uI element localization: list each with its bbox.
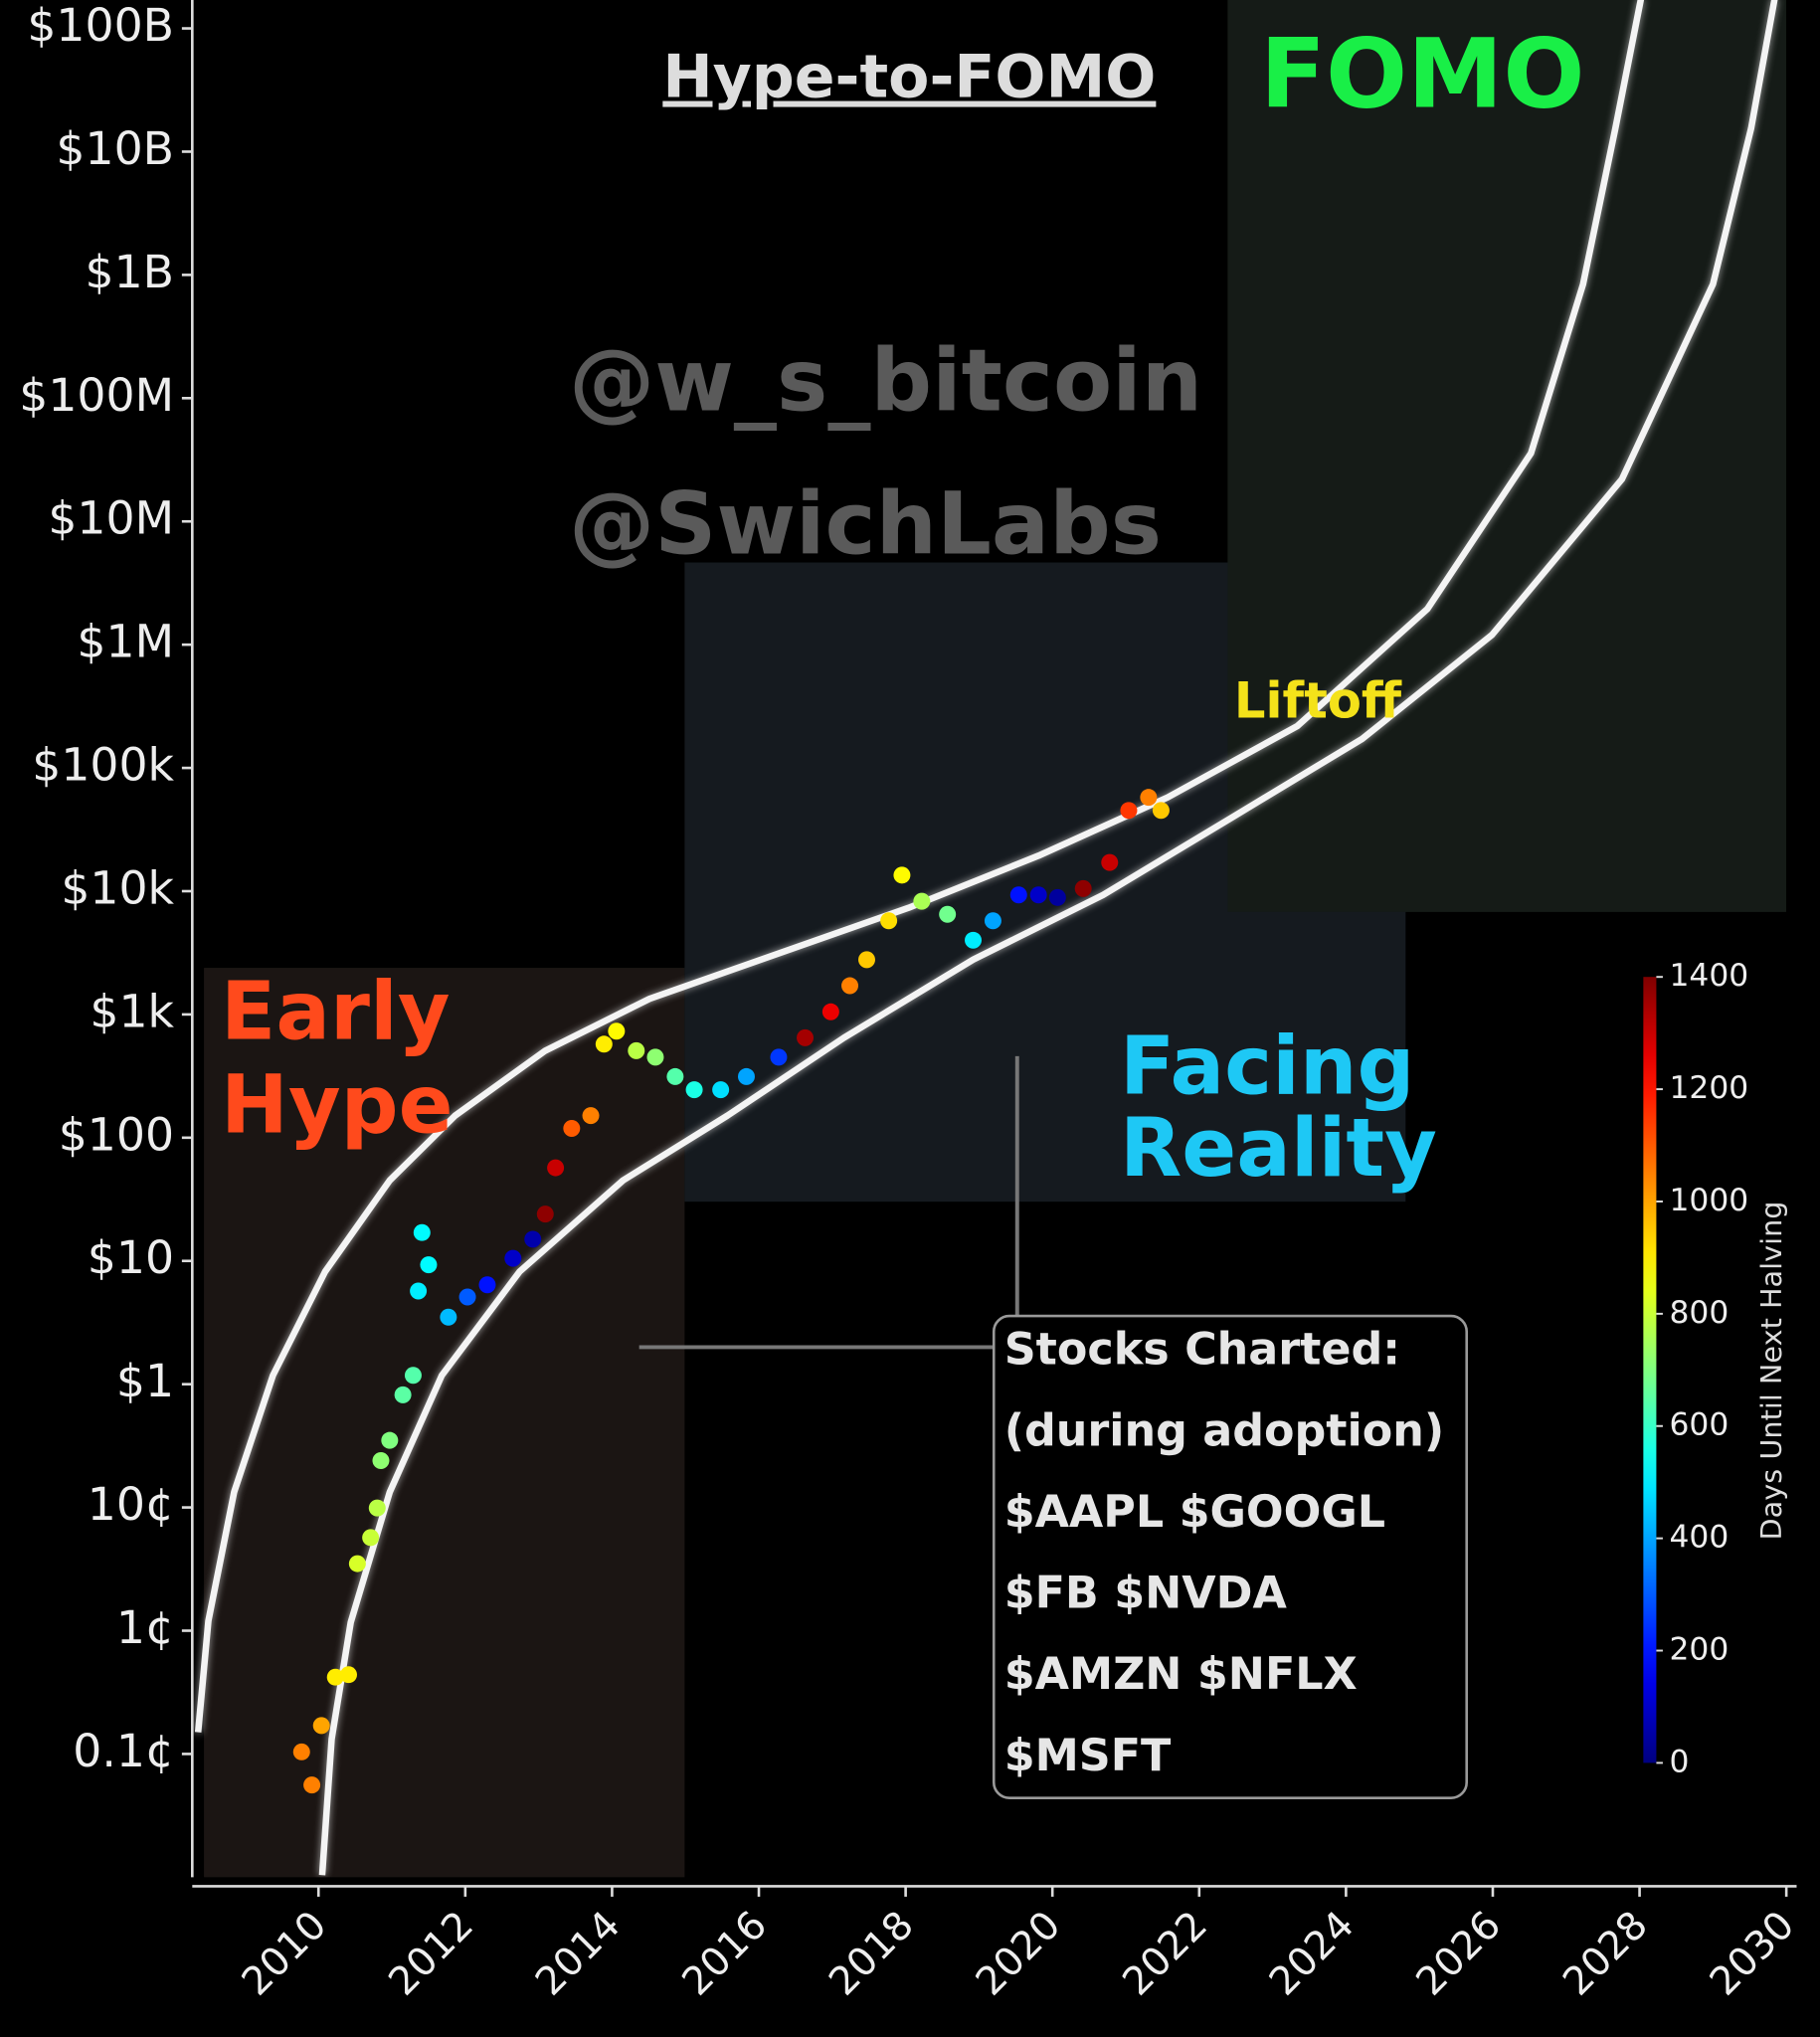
y-tick-label: 0.1¢ bbox=[73, 1725, 174, 1777]
halving-dot bbox=[340, 1666, 357, 1684]
halving-dot bbox=[880, 912, 898, 930]
colorbar-tick-label: 800 bbox=[1669, 1295, 1729, 1331]
note-line: $MSFT bbox=[1004, 1731, 1172, 1781]
halving-dot bbox=[1140, 789, 1158, 807]
halving-dot bbox=[797, 1028, 815, 1046]
halving-dot bbox=[303, 1776, 321, 1794]
halving-dot bbox=[770, 1048, 788, 1066]
note-box bbox=[992, 1314, 1469, 1799]
halving-dot bbox=[595, 1035, 613, 1053]
annotation: Early bbox=[221, 966, 450, 1059]
y-tick-label: $100M bbox=[19, 369, 174, 422]
note-line: $FB $NVDA bbox=[1004, 1569, 1288, 1619]
halving-dot bbox=[1074, 879, 1092, 897]
halving-dot bbox=[582, 1107, 600, 1125]
halving-dot bbox=[939, 905, 957, 923]
halving-dot bbox=[563, 1119, 581, 1137]
halving-dot bbox=[536, 1205, 554, 1223]
halving-dot bbox=[381, 1431, 399, 1449]
note-line: $AMZN $NFLX bbox=[1004, 1649, 1358, 1700]
halving-dot bbox=[893, 866, 911, 884]
halving-dot bbox=[984, 912, 1001, 930]
annotation: Liftoff bbox=[1234, 671, 1402, 729]
halving-dot bbox=[362, 1529, 380, 1547]
note: Stocks Charted: (during adoption) $AAPL $G… bbox=[1004, 1325, 1444, 1781]
colorbar-tick-label: 400 bbox=[1669, 1520, 1729, 1556]
halving-dot bbox=[1101, 853, 1119, 871]
plot-area bbox=[194, 0, 1778, 1876]
halving-dot bbox=[478, 1276, 496, 1294]
y-tick-label: $100 bbox=[59, 1108, 174, 1161]
halving-dot bbox=[841, 977, 859, 995]
y-tick-label: $10M bbox=[48, 492, 174, 545]
halving-dot bbox=[858, 951, 875, 969]
y-tick-label: $10k bbox=[61, 861, 174, 914]
halving-dot bbox=[1152, 802, 1170, 820]
halving-dot bbox=[1120, 802, 1138, 820]
halving-dot bbox=[628, 1041, 645, 1059]
note-line: (during adoption) bbox=[1004, 1405, 1444, 1456]
y-tick-label: 10¢ bbox=[88, 1478, 174, 1531]
chart-title: Hype-to-FOMO bbox=[662, 43, 1156, 112]
y-tick-label: $1B bbox=[86, 246, 175, 298]
colorbar-label: Days Until Next Halving bbox=[1754, 1201, 1788, 1540]
halving-dot bbox=[326, 1668, 344, 1686]
halving-dot bbox=[404, 1367, 422, 1385]
halving-dot bbox=[666, 1067, 684, 1085]
annotation: Reality bbox=[1120, 1102, 1437, 1196]
halving-dot bbox=[312, 1717, 330, 1735]
watermark: @SwichLabs bbox=[569, 474, 1162, 574]
annotation: Facing bbox=[1120, 1020, 1415, 1114]
colorbar-tick-label: 600 bbox=[1669, 1407, 1729, 1443]
colorbar-tick-label: 0 bbox=[1669, 1744, 1689, 1779]
colorbar-tick-label: 1000 bbox=[1669, 1183, 1748, 1218]
halving-dot bbox=[965, 931, 982, 949]
fomo-region bbox=[1227, 0, 1787, 912]
halving-dot bbox=[292, 1743, 310, 1760]
band-curve bbox=[194, 0, 1645, 1733]
annotation: FOMO bbox=[1260, 17, 1585, 129]
halving-dot bbox=[1009, 886, 1027, 904]
halving-dot bbox=[913, 892, 931, 910]
y-tick-label: $10 bbox=[88, 1231, 174, 1284]
halving-dot bbox=[504, 1249, 522, 1267]
y-tick-label: $1 bbox=[116, 1355, 174, 1407]
halving-dot bbox=[410, 1282, 428, 1300]
halving-dot bbox=[394, 1386, 412, 1403]
annotation: Hype bbox=[221, 1059, 453, 1153]
y-tick-label: $100k bbox=[32, 739, 174, 792]
y-tick-label: $1M bbox=[77, 616, 174, 668]
halving-dot bbox=[712, 1081, 730, 1099]
colorbar bbox=[1643, 977, 1657, 1763]
y-tick-label: $10B bbox=[56, 122, 174, 175]
colorbar-tick-label: 200 bbox=[1669, 1632, 1729, 1668]
colorbar-tick-label: 1200 bbox=[1669, 1070, 1748, 1106]
early-hype-region bbox=[204, 968, 685, 1878]
halving-dot bbox=[737, 1067, 755, 1085]
halving-dot bbox=[348, 1555, 366, 1573]
y-tick-label: 1¢ bbox=[116, 1601, 174, 1654]
halving-dot bbox=[547, 1159, 565, 1177]
halving-dot bbox=[1048, 888, 1066, 906]
colorbar-tick-label: 1400 bbox=[1669, 958, 1748, 994]
halving-dot bbox=[372, 1451, 390, 1469]
halving-dot bbox=[524, 1230, 542, 1248]
watermark: @w_s_bitcoin bbox=[569, 332, 1202, 432]
halving-dot bbox=[420, 1256, 438, 1274]
halving-dot bbox=[821, 1003, 839, 1020]
halving-dot bbox=[458, 1288, 476, 1306]
halving-dot bbox=[440, 1308, 457, 1326]
y-tick-label: $1k bbox=[90, 985, 174, 1037]
halving-dot bbox=[608, 1022, 626, 1040]
halving-dot bbox=[685, 1081, 703, 1099]
halving-dot bbox=[1029, 886, 1047, 904]
note-line: Stocks Charted: bbox=[1004, 1325, 1400, 1376]
halving-dot bbox=[413, 1223, 431, 1241]
y-tick-label: $100B bbox=[27, 0, 174, 52]
halving-dot bbox=[368, 1499, 386, 1517]
halving-dot bbox=[646, 1048, 664, 1066]
note-line: $AAPL $GOOGL bbox=[1004, 1487, 1385, 1538]
